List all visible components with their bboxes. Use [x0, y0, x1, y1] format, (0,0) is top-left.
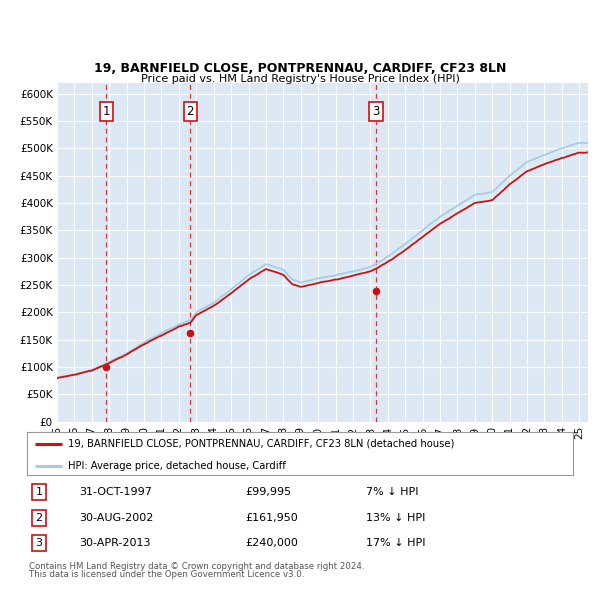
Text: 19, BARNFIELD CLOSE, PONTPRENNAU, CARDIFF, CF23 8LN: 19, BARNFIELD CLOSE, PONTPRENNAU, CARDIF…	[94, 62, 506, 75]
Text: 19, BARNFIELD CLOSE, PONTPRENNAU, CARDIFF, CF23 8LN (detached house): 19, BARNFIELD CLOSE, PONTPRENNAU, CARDIF…	[68, 439, 454, 449]
Text: 17% ↓ HPI: 17% ↓ HPI	[365, 538, 425, 548]
Text: Contains HM Land Registry data © Crown copyright and database right 2024.: Contains HM Land Registry data © Crown c…	[29, 562, 364, 571]
Text: 30-AUG-2002: 30-AUG-2002	[79, 513, 153, 523]
Text: 1: 1	[35, 487, 43, 497]
Text: £161,950: £161,950	[245, 513, 298, 523]
Text: 7% ↓ HPI: 7% ↓ HPI	[365, 487, 418, 497]
Text: 30-APR-2013: 30-APR-2013	[79, 538, 151, 548]
Text: Price paid vs. HM Land Registry's House Price Index (HPI): Price paid vs. HM Land Registry's House …	[140, 74, 460, 84]
Text: HPI: Average price, detached house, Cardiff: HPI: Average price, detached house, Card…	[68, 461, 286, 471]
Text: 2: 2	[187, 105, 194, 118]
Text: 2: 2	[35, 513, 43, 523]
Text: £240,000: £240,000	[245, 538, 298, 548]
Text: This data is licensed under the Open Government Licence v3.0.: This data is licensed under the Open Gov…	[29, 571, 304, 579]
Text: £99,995: £99,995	[245, 487, 292, 497]
Text: 3: 3	[373, 105, 380, 118]
Text: 3: 3	[35, 538, 43, 548]
Text: 31-OCT-1997: 31-OCT-1997	[79, 487, 152, 497]
Text: 13% ↓ HPI: 13% ↓ HPI	[365, 513, 425, 523]
Text: 1: 1	[103, 105, 110, 118]
